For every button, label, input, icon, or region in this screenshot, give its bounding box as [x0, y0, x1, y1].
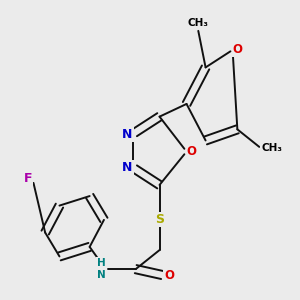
Text: H
N: H N [97, 258, 106, 280]
Text: N: N [122, 128, 133, 141]
Text: O: O [164, 269, 174, 282]
Text: O: O [232, 44, 243, 56]
Text: F: F [24, 172, 32, 185]
Text: O: O [187, 145, 196, 158]
Text: N: N [122, 161, 133, 174]
Text: CH₃: CH₃ [187, 18, 208, 28]
Text: CH₃: CH₃ [261, 143, 282, 153]
Text: S: S [155, 213, 164, 226]
